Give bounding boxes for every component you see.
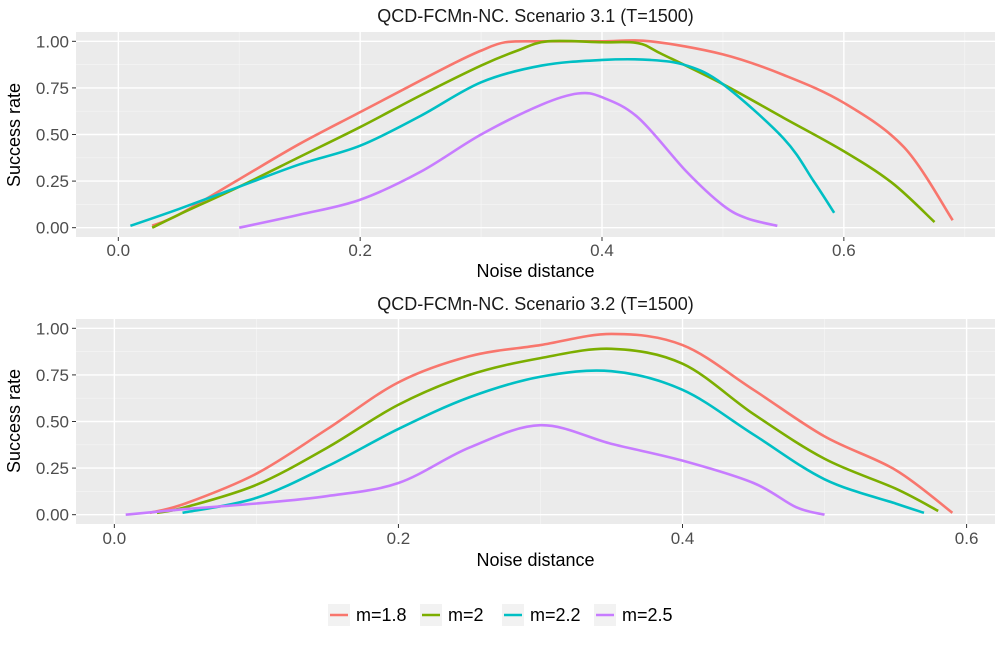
y-tick-label: 0.50: [36, 126, 69, 145]
y-tick-label: 0.75: [36, 366, 69, 385]
legend-item-m=2.5: m=2.5: [594, 604, 673, 626]
legend-item-m=1.8: m=1.8: [328, 604, 407, 626]
x-tick-label: 0.2: [387, 529, 411, 548]
legend-label: m=2: [448, 605, 484, 625]
legend-label: m=2.2: [530, 605, 581, 625]
y-tick-label: 0.00: [36, 219, 69, 238]
series-line-m=2.2: [182, 369, 925, 515]
series-line-m=2.5: [238, 91, 778, 229]
x-tick-label: 0.2: [348, 241, 372, 260]
x-tick-label: 0.6: [832, 241, 856, 260]
x-tick-label: 0.6: [955, 529, 979, 548]
x-tick-label: 0.0: [107, 241, 131, 260]
legend-label: m=2.5: [622, 605, 673, 625]
y-tick-label: 0.25: [36, 459, 69, 478]
series-line-m=1.8: [151, 39, 954, 228]
y-tick-label: 1.00: [36, 319, 69, 338]
x-tick-label: 0.0: [103, 529, 127, 548]
series-line-m=1.8: [149, 332, 954, 515]
y-tick-label: 0.00: [36, 506, 69, 525]
y-tick-label: 0.25: [36, 172, 69, 191]
y-axis-title: Success rate: [4, 83, 24, 187]
chart-title: QCD-FCMn-NC. Scenario 3.1 (T=1500): [377, 6, 694, 26]
series-line-m=2: [156, 347, 939, 515]
legend: m=1.8 m=2 m=2.2 m=2.5: [328, 604, 673, 626]
legend-item-m=2: m=2: [420, 604, 484, 626]
y-axis-title: Success rate: [4, 369, 24, 473]
chart-panel-1: QCD-FCMn-NC. Scenario 3.1 (T=1500) 0.0 0.2…: [4, 6, 995, 281]
legend-item-m=2.2: m=2.2: [502, 604, 581, 626]
chart-title: QCD-FCMn-NC. Scenario 3.2 (T=1500): [377, 294, 694, 314]
x-tick-label: 0.4: [671, 529, 695, 548]
x-tick-label: 0.4: [590, 241, 614, 260]
y-tick-label: 0.50: [36, 413, 69, 432]
x-axis-title: Noise distance: [476, 261, 594, 281]
legend-label: m=1.8: [356, 605, 407, 625]
series-line-m=2: [151, 39, 936, 229]
y-tick-label: 1.00: [36, 32, 69, 51]
chart-panel-2: QCD-FCMn-NC. Scenario 3.2 (T=1500) 0.0 0.2…: [4, 294, 995, 570]
x-axis-title: Noise distance: [476, 550, 594, 570]
series-line-m=2.2: [129, 57, 836, 228]
series-line-m=2.5: [125, 423, 825, 516]
y-tick-label: 0.75: [36, 79, 69, 98]
